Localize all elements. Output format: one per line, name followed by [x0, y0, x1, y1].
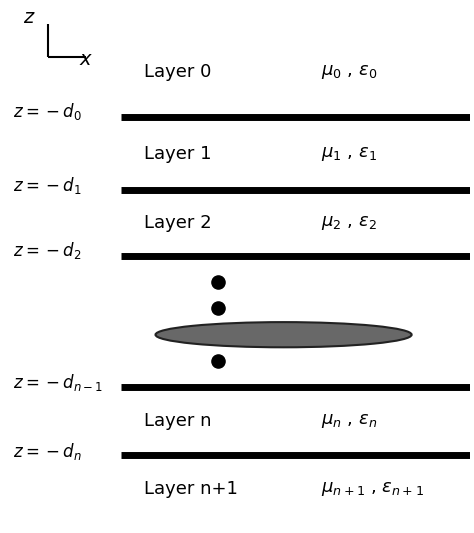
Point [215, 304, 222, 313]
Text: $\mu_2$ , $\varepsilon_2$: $\mu_2$ , $\varepsilon_2$ [321, 214, 377, 232]
Text: $z = -d_2$: $z = -d_2$ [13, 240, 82, 261]
Text: $\mu_{n+1}$ , $\varepsilon_{n+1}$: $\mu_{n+1}$ , $\varepsilon_{n+1}$ [321, 480, 424, 498]
Ellipse shape [155, 322, 411, 348]
Text: Layer 2: Layer 2 [144, 214, 211, 232]
Text: Layer 0: Layer 0 [144, 63, 211, 82]
Text: Layer n: Layer n [144, 413, 211, 430]
Text: $z$: $z$ [23, 8, 36, 27]
Text: Layer n+1: Layer n+1 [144, 480, 238, 498]
Text: $z = -d_n$: $z = -d_n$ [13, 441, 82, 462]
Point [215, 357, 222, 365]
Point [215, 278, 222, 287]
Text: $z = -d_1$: $z = -d_1$ [13, 175, 82, 196]
Text: $\mu_0$ , $\varepsilon_0$: $\mu_0$ , $\varepsilon_0$ [321, 63, 377, 82]
Text: $z = -d_{n-1}$: $z = -d_{n-1}$ [13, 373, 104, 393]
Text: $x$: $x$ [79, 50, 93, 69]
Text: $\mu_n$ , $\varepsilon_n$: $\mu_n$ , $\varepsilon_n$ [321, 413, 377, 430]
Text: $z = -d_0$: $z = -d_0$ [13, 101, 82, 122]
Text: Layer 1: Layer 1 [144, 144, 211, 163]
Text: $\mu_1$ , $\varepsilon_1$: $\mu_1$ , $\varepsilon_1$ [321, 144, 377, 163]
